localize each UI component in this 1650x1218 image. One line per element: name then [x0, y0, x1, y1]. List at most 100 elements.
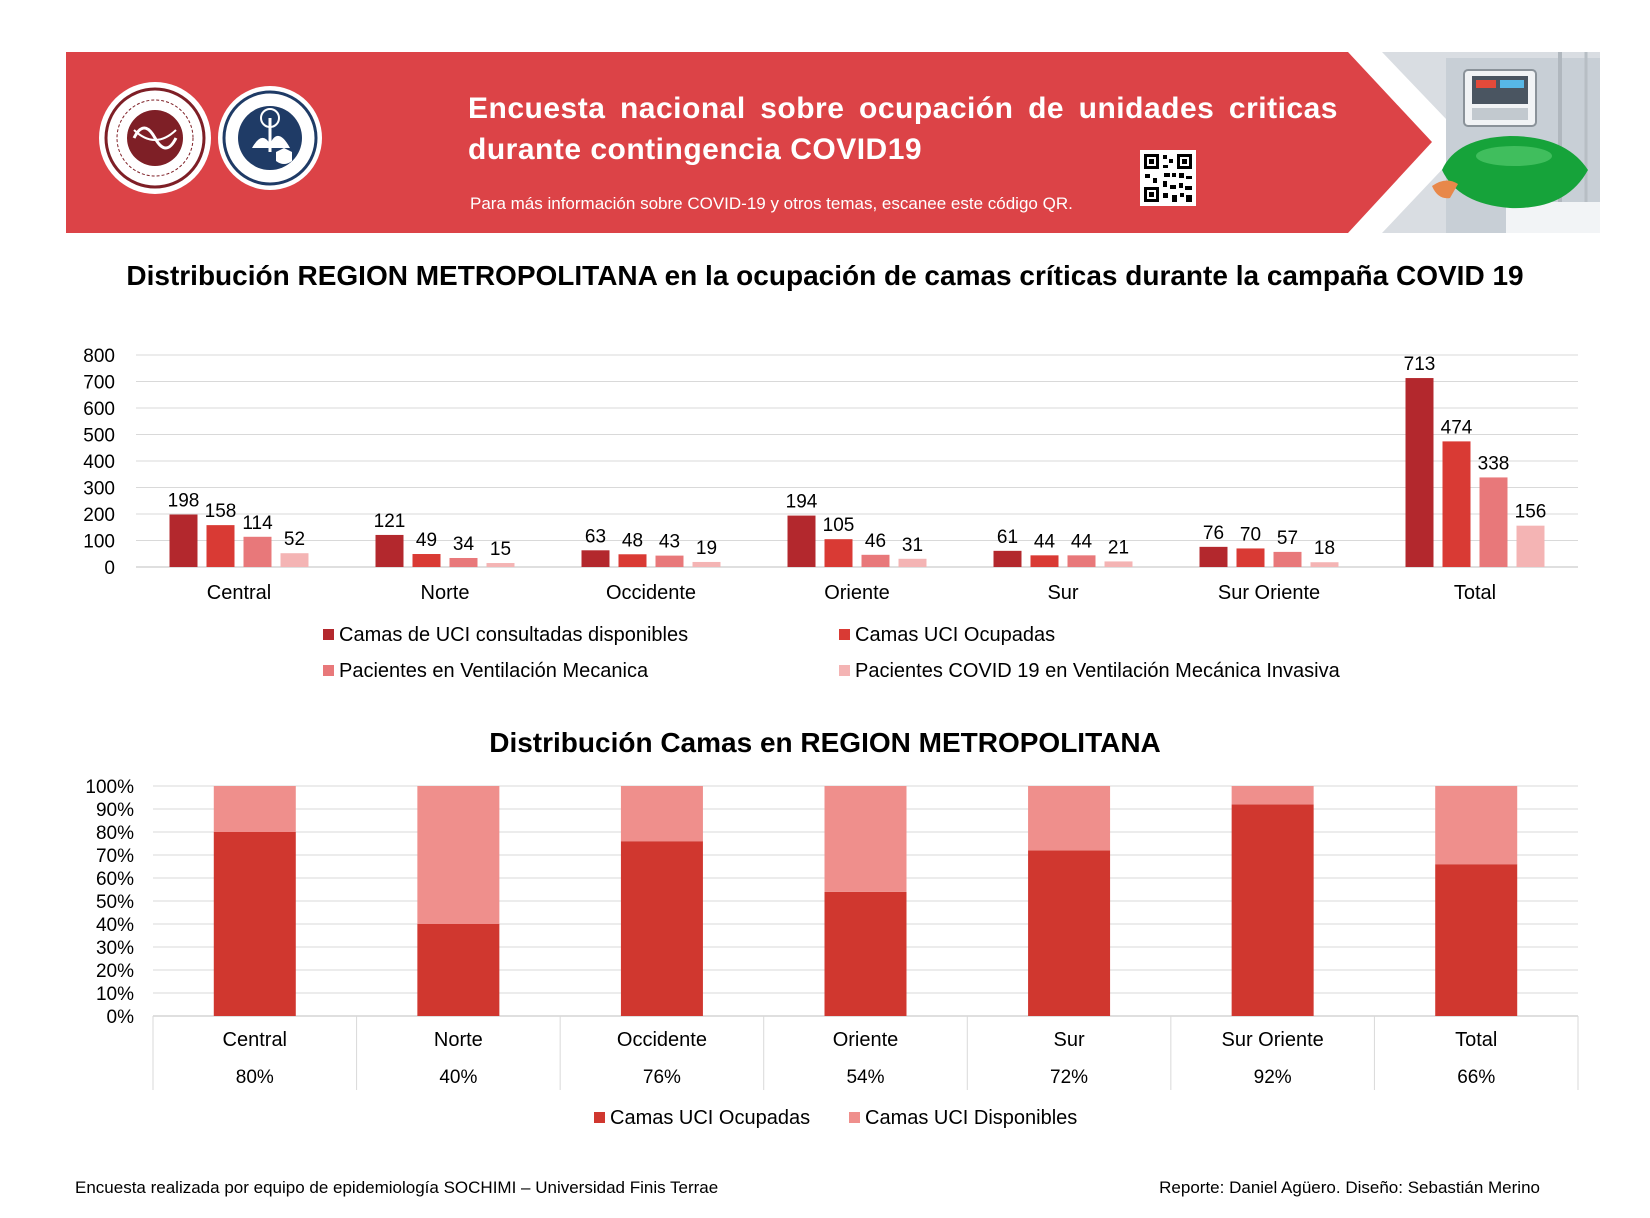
- chart2-title: Distribución Camas en REGION METROPOLITA…: [489, 727, 1161, 758]
- bar: [861, 554, 890, 567]
- legend-swatch: [849, 1112, 860, 1123]
- legend-swatch: [839, 665, 850, 676]
- banner-subtitle: Para más información sobre COVID-19 y ot…: [470, 194, 1073, 213]
- bar-segment: [213, 786, 296, 832]
- chart2-legend-item-1: Camas UCI Ocupadas: [594, 1107, 810, 1130]
- table-value: 40%: [439, 1067, 477, 1088]
- y-tick-label: 20%: [96, 961, 134, 982]
- data-label: 18: [1314, 538, 1335, 559]
- data-label: 15: [490, 539, 511, 560]
- bar: [280, 553, 309, 567]
- bar: [1030, 555, 1059, 567]
- x-tick-label: Occidente: [606, 582, 696, 604]
- bar: [1442, 441, 1471, 567]
- icu-photo-icon: [1382, 52, 1600, 233]
- data-label: 194: [786, 492, 818, 513]
- x-tick-label: Occidente: [617, 1029, 707, 1051]
- data-label: 49: [416, 530, 437, 551]
- legend-label: Camas UCI Ocupadas: [610, 1107, 811, 1129]
- universidad-finis-terrae-logo-icon: [218, 86, 322, 190]
- bar: [449, 557, 478, 567]
- sochimi-logo-icon: [99, 82, 211, 194]
- bar-segment: [824, 786, 907, 892]
- data-label: 48: [622, 530, 643, 551]
- bar: [1236, 548, 1265, 567]
- data-label: 198: [168, 491, 200, 512]
- x-tick-label: Sur: [1054, 1029, 1085, 1051]
- bar-segment: [1231, 786, 1314, 805]
- bar: [1405, 378, 1434, 567]
- x-tick-label: Central: [223, 1029, 287, 1051]
- y-tick-label: 200: [83, 505, 115, 526]
- data-label: 57: [1277, 528, 1298, 549]
- bar: [993, 550, 1022, 567]
- x-tick-label: Norte: [434, 1029, 483, 1051]
- x-tick-label: Sur: [1047, 582, 1078, 604]
- legend-label: Camas UCI Ocupadas: [855, 624, 1056, 646]
- banner-title: Encuesta nacional sobre ocupación de uni…: [468, 92, 1338, 166]
- data-label: 63: [585, 526, 606, 547]
- bar-segment: [824, 891, 907, 1016]
- table-value: 76%: [643, 1067, 681, 1088]
- data-label: 43: [659, 532, 680, 553]
- legend-swatch: [323, 629, 334, 640]
- chart1-legend-item-1: Camas de UCI consultadas disponibles: [323, 624, 688, 647]
- bar: [692, 561, 721, 567]
- chart1-legend-item-2: Camas UCI Ocupadas: [839, 624, 1055, 647]
- bar: [1273, 551, 1302, 567]
- chart2-legend-item-2: Camas UCI Disponibles: [849, 1107, 1077, 1130]
- legend-label: Pacientes en Ventilación Mecanica: [339, 660, 649, 682]
- data-label: 44: [1034, 531, 1056, 552]
- bar-segment: [417, 924, 500, 1016]
- chart1-title: Distribución REGION METROPOLITANA en la …: [126, 260, 1524, 291]
- bar: [1516, 525, 1545, 567]
- bar-segment: [1435, 786, 1518, 865]
- data-label: 114: [242, 513, 273, 534]
- y-tick-label: 30%: [96, 938, 134, 959]
- data-label: 34: [453, 534, 475, 555]
- header-banner: [66, 52, 1600, 233]
- x-tick-label: Oriente: [824, 582, 890, 604]
- table-value: 72%: [1050, 1067, 1088, 1088]
- legend-swatch: [323, 665, 334, 676]
- table-value: 92%: [1254, 1067, 1292, 1088]
- data-label: 44: [1071, 531, 1093, 552]
- bar: [1067, 555, 1096, 567]
- bar: [1310, 562, 1339, 567]
- banner-background: [66, 52, 1432, 233]
- table-value: 66%: [1457, 1067, 1495, 1088]
- bar-segment: [620, 841, 703, 1016]
- data-label: 31: [902, 535, 923, 556]
- x-tick-label: Sur Oriente: [1218, 582, 1320, 604]
- data-label: 338: [1478, 453, 1510, 474]
- x-tick-label: Central: [207, 582, 271, 604]
- data-label: 713: [1404, 354, 1436, 375]
- bar: [824, 539, 853, 567]
- legend-label: Camas UCI Disponibles: [865, 1107, 1078, 1129]
- data-label: 156: [1515, 502, 1547, 523]
- data-label: 105: [823, 515, 855, 536]
- chart1-legend-item-3: Pacientes en Ventilación Mecanica: [323, 660, 648, 683]
- data-label: 121: [374, 511, 406, 532]
- data-label: 474: [1441, 417, 1473, 438]
- y-tick-label: 300: [83, 479, 115, 500]
- bar: [655, 555, 684, 567]
- y-tick-label: 10%: [96, 984, 134, 1005]
- legend-label: Pacientes COVID 19 en Ventilación Mecáni…: [855, 660, 1340, 682]
- y-tick-label: 600: [83, 399, 115, 420]
- data-label: 19: [696, 538, 717, 559]
- qr-code-icon: [1140, 150, 1196, 206]
- legend-label: Camas de UCI consultadas disponibles: [339, 624, 689, 646]
- bar: [787, 515, 816, 567]
- chart2-plot: 0%10%20%30%40%50%60%70%80%90%100%Central…: [85, 777, 1579, 1090]
- y-tick-label: 0%: [107, 1007, 135, 1028]
- bar-segment: [620, 786, 703, 842]
- table-value: 80%: [236, 1067, 274, 1088]
- legend-swatch: [594, 1112, 605, 1123]
- legend-swatch: [839, 629, 850, 640]
- y-tick-label: 400: [83, 452, 115, 473]
- bar: [1199, 546, 1228, 567]
- y-tick-label: 90%: [96, 800, 134, 821]
- x-tick-label: Oriente: [833, 1029, 899, 1051]
